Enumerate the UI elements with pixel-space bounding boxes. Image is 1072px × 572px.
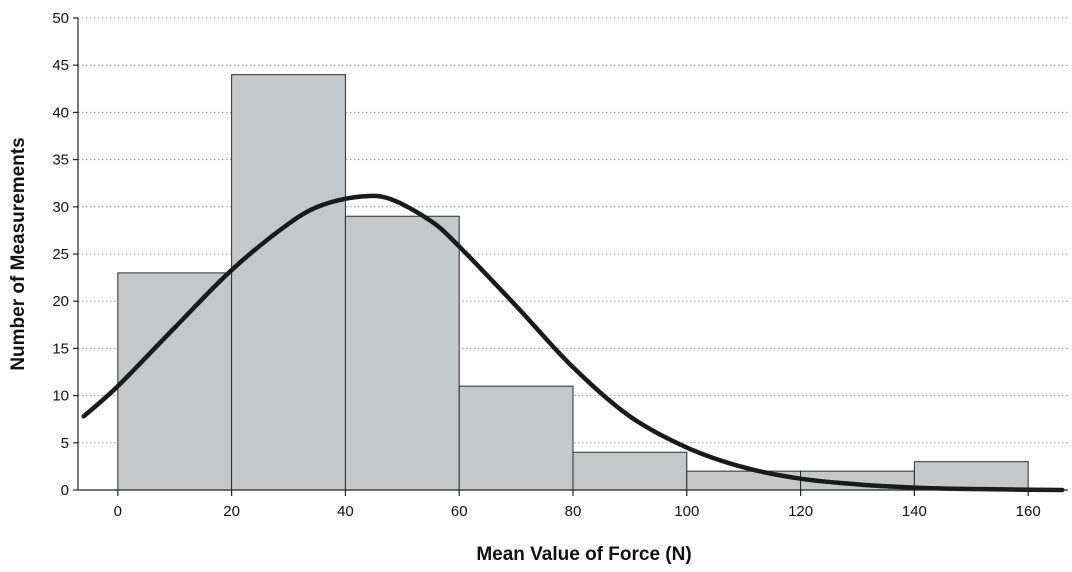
y-tick-label-10: 10 bbox=[52, 388, 69, 405]
x-tick-label-80: 80 bbox=[565, 503, 582, 520]
y-tick-label-35: 35 bbox=[52, 152, 69, 169]
y-tick-label-20: 20 bbox=[52, 293, 69, 310]
fit-curve-layer bbox=[81, 193, 1065, 493]
x-tick-label-20: 20 bbox=[223, 503, 240, 520]
y-tick-label-5: 5 bbox=[61, 435, 69, 452]
histogram-bar-40-60 bbox=[344, 215, 460, 491]
x-tick-label-120: 120 bbox=[788, 503, 813, 520]
y-tick-label-50: 50 bbox=[52, 10, 69, 27]
histogram-bar-20-40 bbox=[231, 74, 346, 491]
y-tick-label-15: 15 bbox=[52, 340, 69, 357]
x-tick-label-140: 140 bbox=[902, 503, 927, 520]
x-tick-label-0: 0 bbox=[114, 503, 122, 520]
y-tick-label-40: 40 bbox=[52, 104, 69, 121]
histogram-bar-60-80 bbox=[458, 385, 574, 491]
histogram-bar-80-100 bbox=[572, 451, 688, 491]
x-axis-title: Mean Value of Force (N) bbox=[476, 544, 691, 565]
x-tick-label-40: 40 bbox=[337, 503, 354, 520]
axes bbox=[73, 17, 1068, 496]
y-tick-label-45: 45 bbox=[52, 57, 69, 74]
x-tick-label-60: 60 bbox=[451, 503, 468, 520]
histogram-bar-0-20 bbox=[117, 272, 233, 491]
fitted-curve bbox=[81, 193, 1065, 493]
y-tick-label-30: 30 bbox=[52, 199, 69, 216]
y-axis-title: Number of Measurements bbox=[8, 137, 29, 370]
y-tick-label-0: 0 bbox=[61, 482, 69, 499]
x-tick-label-100: 100 bbox=[674, 503, 699, 520]
tick-labels: 0 5 10 15 20 25 30 35 40 45 50 0 20 40 60 80 100 120 140 16… bbox=[52, 10, 1040, 520]
histogram-bars bbox=[117, 74, 1029, 491]
histogram-bar-140-160 bbox=[913, 461, 1029, 491]
y-tick-label-25: 25 bbox=[52, 246, 69, 263]
x-tick-label-160: 160 bbox=[1016, 503, 1041, 520]
